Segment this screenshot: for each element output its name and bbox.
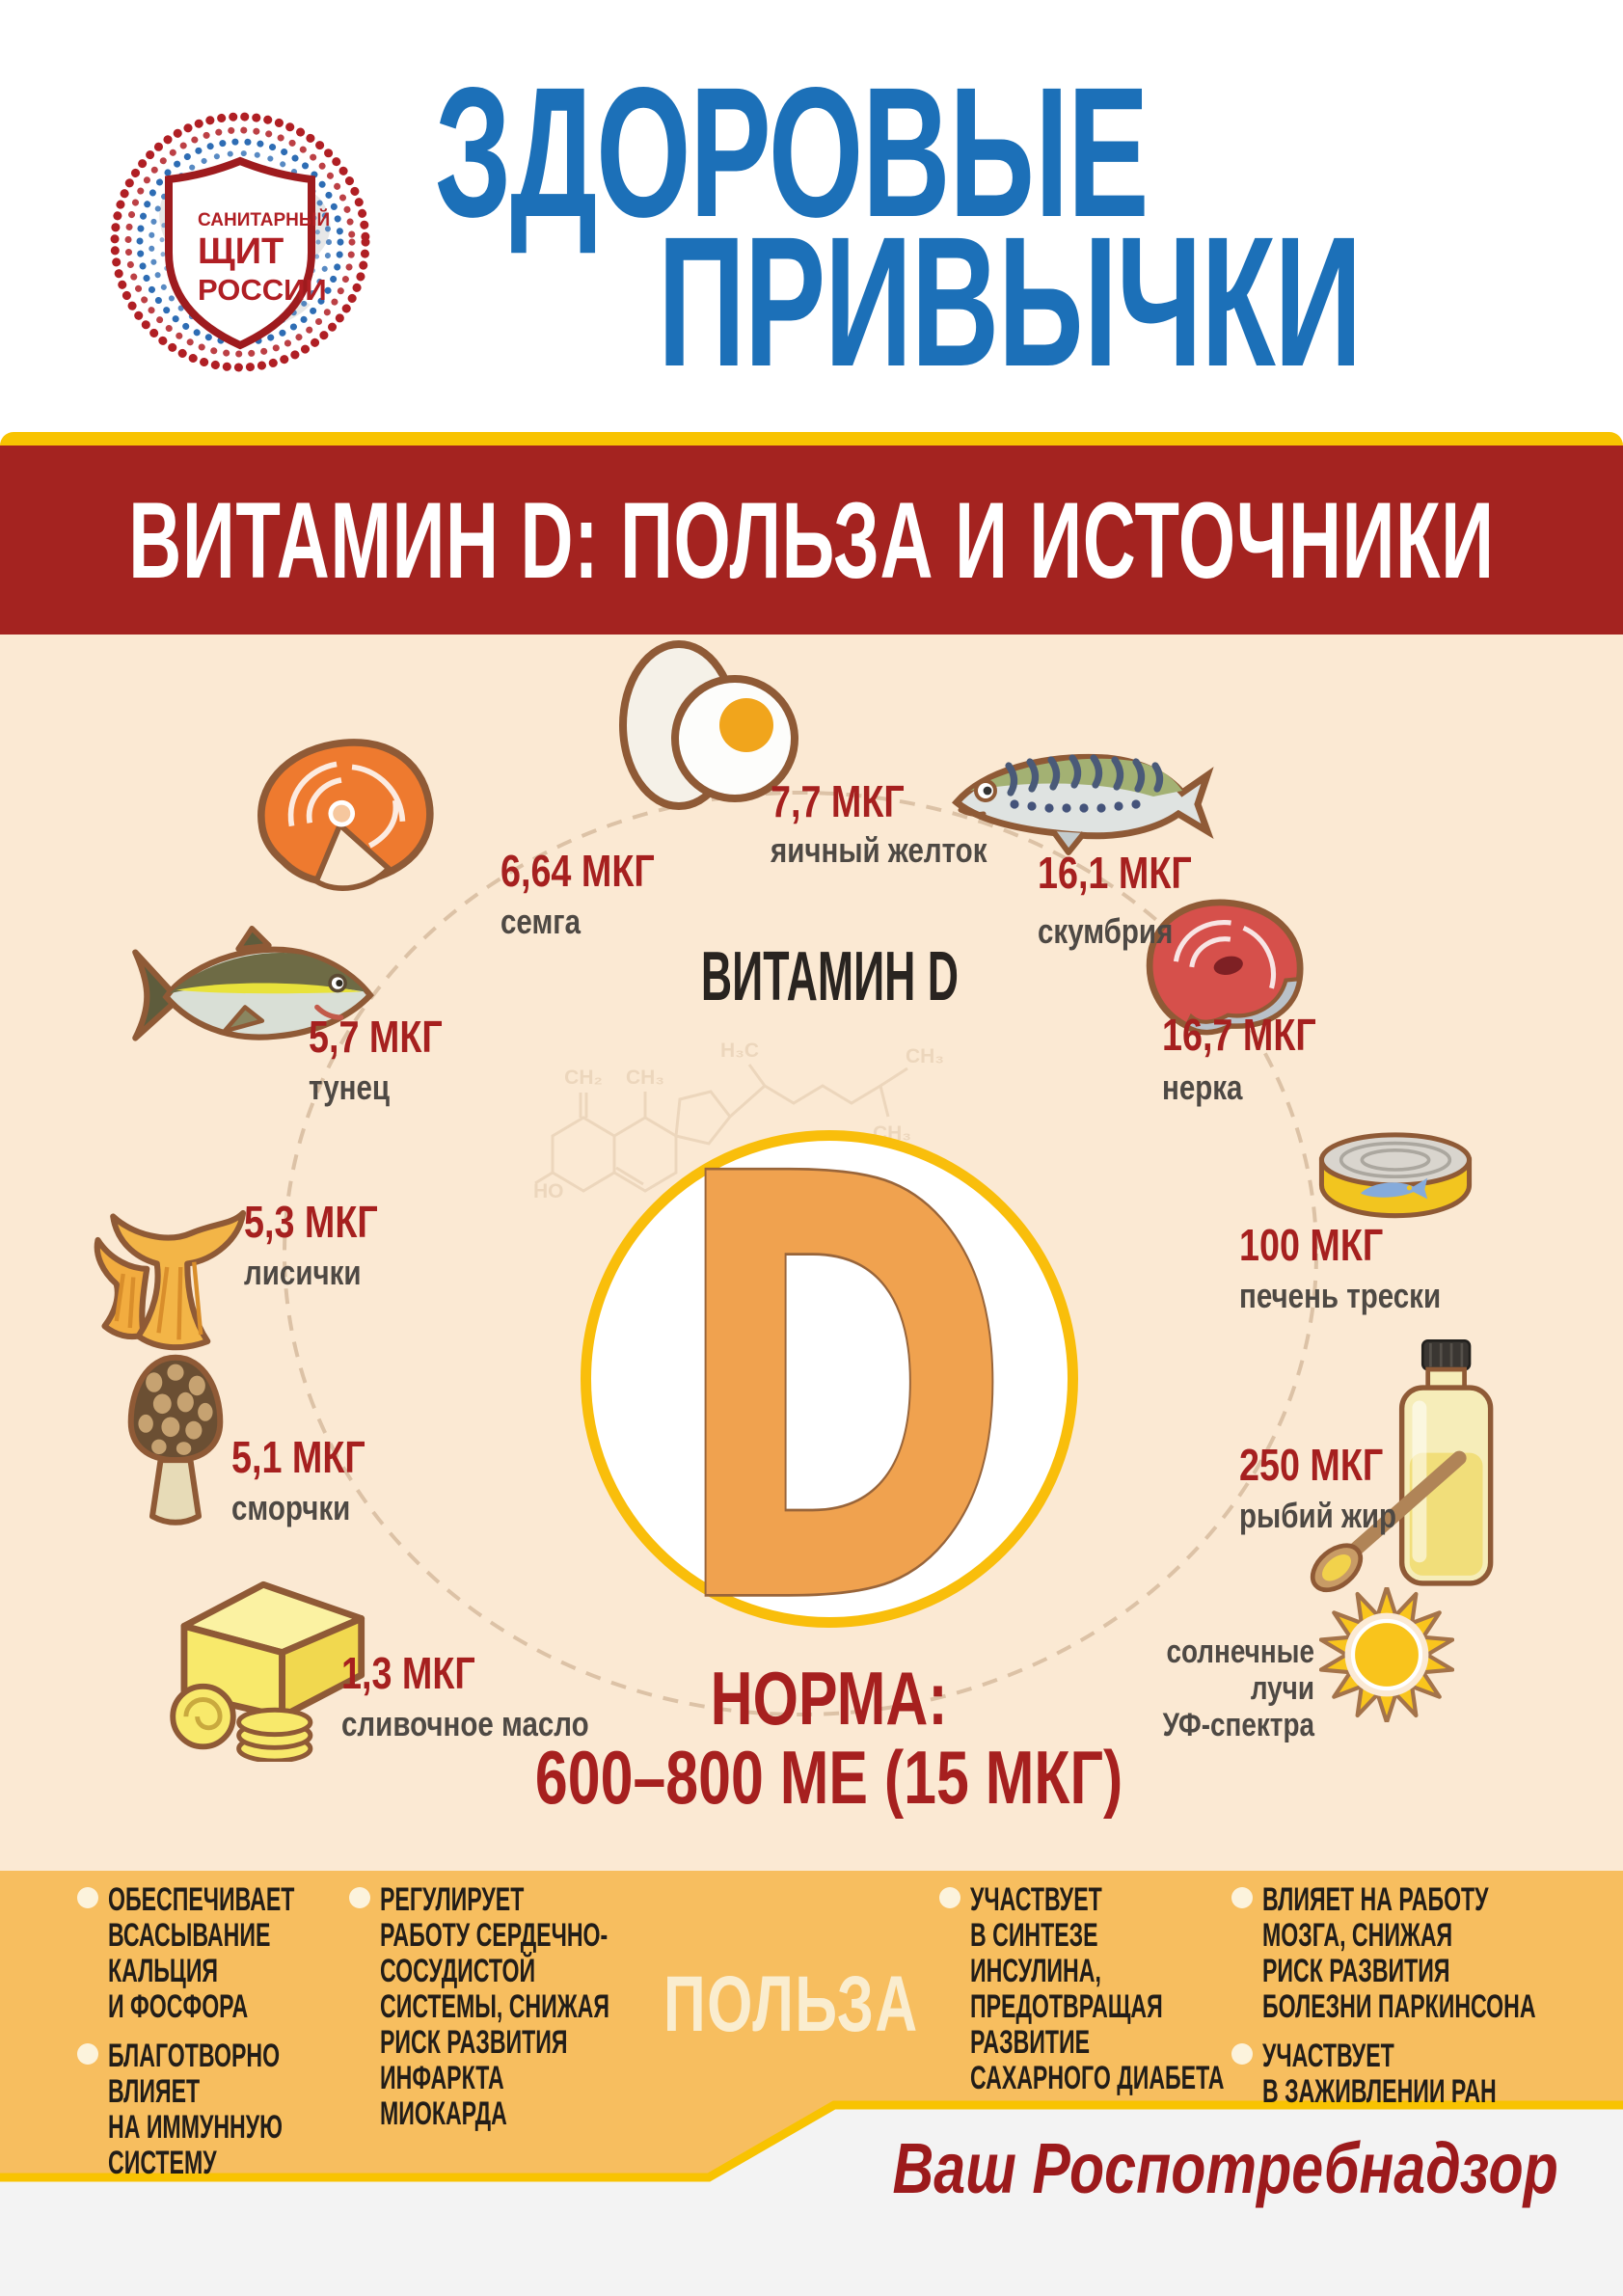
source-label-morels: сморчки [231,1488,351,1527]
benefits-title: ПОЛЬЗА [663,1959,1009,2050]
benefit-text: ОБЕСПЕЧИВАЕТ ВСАСЫВАНИЕ КАЛЬЦИЯ И ФОСФОР… [108,1881,295,2025]
center-heading: ВИТАМИН D [540,937,1119,1016]
source-label-sun: солнечные лучи УФ-спектра [1162,1634,1314,1743]
source-label-salmon: семга [500,902,581,941]
benefit-text: РЕГУЛИРУЕТ РАБОТУ СЕРДЕЧНО- СОСУДИСТОЙ С… [380,1881,609,2132]
logo-text-line1: САНИТАРНЫЙ [198,209,330,230]
source-value-egg-yolk: 7,7 МКГ [771,776,905,826]
sockeye-steak-icon [1146,899,1304,1036]
rospotrebnadzor-signature: Ваш Роспотребнадзор [892,2128,1558,2208]
molecule-label-ch3-ring: CH₃ [626,1067,664,1089]
benefit-item: УЧАСТВУЕТ В ЗАЖИВЛЕНИИ РАН [1231,2039,1623,2110]
letter-d-text: D [668,1130,1014,1628]
sun-icon [1319,1587,1454,1722]
fish-oil-bottle-icon [1310,1338,1494,1593]
mackerel-icon [952,753,1214,855]
source-value-morels: 5,1 МКГ [231,1432,365,1482]
cod-liver-can-icon [1318,1132,1473,1219]
butter-icon [170,1580,365,1762]
benefit-column-1: ОБЕСПЕЧИВАЕТ ВСАСЫВАНИЕ КАЛЬЦИЯ И ФОСФОР… [77,1882,532,2181]
page-title-line1: ЗДОРОВЫЕ [435,48,1149,256]
banner: ВИТАМИН D: ПОЛЬЗА И ИСТОЧНИКИ [0,446,1623,635]
source-value-butter: 1,3 МКГ [341,1648,475,1698]
source-label-cod-liver: печень трески [1239,1276,1442,1315]
norm-label: НОРМА: [711,1656,948,1741]
benefits-title-text: ПОЛЬЗА [663,1960,919,2048]
logo-text-line2: ЩИТ [198,231,284,272]
morels-icon [127,1354,224,1526]
vitamin-d-letter: D [666,1130,1016,1628]
source-value-chanterelles: 5,3 МКГ [244,1197,378,1247]
benefit-item: БЛАГОТВОРНО ВЛИЯЕТ НА ИММУННУЮ СИСТЕМУ [77,2039,532,2181]
benefit-text: БЛАГОТВОРНО ВЛИЯЕТ НА ИММУННУЮ СИСТЕМУ [108,2038,283,2181]
benefit-text: УЧАСТВУЕТ В ЗАЖИВЛЕНИИ РАН [1262,2038,1497,2110]
source-label-butter: сливочное масло [341,1704,589,1743]
benefit-column-2: РЕГУЛИРУЕТ РАБОТУ СЕРДЕЧНО- СОСУДИСТОЙ С… [349,1882,804,2132]
benefit-column-3: УЧАСТВУЕТ В СИНТЕЗЕ ИНСУЛИНА, ПРЕДОТВРАЩ… [939,1882,1394,2096]
molecule-label-ch2: CH₂ [564,1067,603,1089]
source-label-mackerel: скумбрия [1038,911,1174,951]
benefit-item: ОБЕСПЕЧИВАЕТ ВСАСЫВАНИЕ КАЛЬЦИЯ И ФОСФОР… [77,1882,532,2025]
page-title: ЗДОРОВЫЕ ПРИВЫЧКИ [435,60,1362,405]
vitamin-d-badge [581,1130,1078,1628]
bullet-icon [939,1887,960,1908]
norm-value: 600–800 МЕ (15 МКГ) [535,1735,1123,1820]
source-value-sockeye: 16,7 МКГ [1162,1010,1316,1060]
bullet-icon [77,1887,98,1908]
bullet-icon [77,2043,98,2065]
bullet-icon [349,1887,370,1908]
source-label-fish-oil: рыбий жир [1239,1496,1397,1535]
benefit-text: УЧАСТВУЕТ В СИНТЕЗЕ ИНСУЛИНА, ПРЕДОТВРАЩ… [970,1881,1225,2096]
molecule-label-ho: HO [533,1180,564,1202]
source-label-chanterelles: лисички [244,1253,362,1292]
bullet-icon [1231,2043,1253,2065]
norm-value-row: 600–800 МЕ (15 МКГ) [419,1734,1239,1822]
source-label-egg-yolk: яичный желток [771,830,987,870]
tuna-icon [132,926,374,1041]
benefit-item: УЧАСТВУЕТ В СИНТЕЗЕ ИНСУЛИНА, ПРЕДОТВРАЩ… [939,1882,1394,2096]
banner-yellow-strip [0,432,1623,446]
source-value-salmon: 6,64 МКГ [500,846,655,896]
dashed-circle [283,791,1318,1716]
source-value-fish-oil: 250 МКГ [1239,1440,1384,1490]
vitamin-d-molecule-icon: H₃C CH₃ CH₃ CH₂ CH₃ HO [533,1040,944,1202]
source-label-tuna: тунец [309,1067,391,1107]
molecule-label-ch3-top: CH₃ [906,1045,944,1067]
source-value-tuna: 5,7 МКГ [309,1012,443,1062]
source-value-cod-liver: 100 МКГ [1239,1220,1384,1270]
benefit-text: ВЛИЯЕТ НА РАБОТУ МОЗГА, СНИЖАЯ РИСК РАЗВ… [1262,1881,1536,2025]
benefit-item: ВЛИЯЕТ НА РАБОТУ МОЗГА, СНИЖАЯ РИСК РАЗВ… [1231,1882,1623,2025]
banner-title: ВИТАМИН D: ПОЛЬЗА И ИСТОЧНИКИ [128,479,1495,601]
bullet-icon [1231,1887,1253,1908]
benefits-band [0,1871,1623,2182]
source-label-sockeye: нерка [1162,1067,1243,1107]
benefit-column-4: ВЛИЯЕТ НА РАБОТУ МОЗГА, СНИЖАЯ РИСК РАЗВ… [1231,1882,1623,2110]
source-value-mackerel: 16,1 МКГ [1038,848,1192,898]
salmon-steak-icon [257,739,434,891]
page-title-line2: ПРИВЫЧКИ [658,198,1362,405]
benefit-item: РЕГУЛИРУЕТ РАБОТУ СЕРДЕЧНО- СОСУДИСТОЙ С… [349,1882,804,2132]
vitamin-d-heading: ВИТАМИН D [700,938,959,1015]
egg-yolk-icon [619,640,798,810]
norm-label-row: НОРМА: [419,1655,1239,1742]
chanterelles-icon [94,1209,247,1351]
logo-text-line3: РОССИИ [198,273,327,307]
sanitary-shield-logo-icon: САНИТАРНЫЙ ЩИТ РОССИИ [110,112,370,372]
molecule-label-h3c: H₃C [720,1040,759,1062]
